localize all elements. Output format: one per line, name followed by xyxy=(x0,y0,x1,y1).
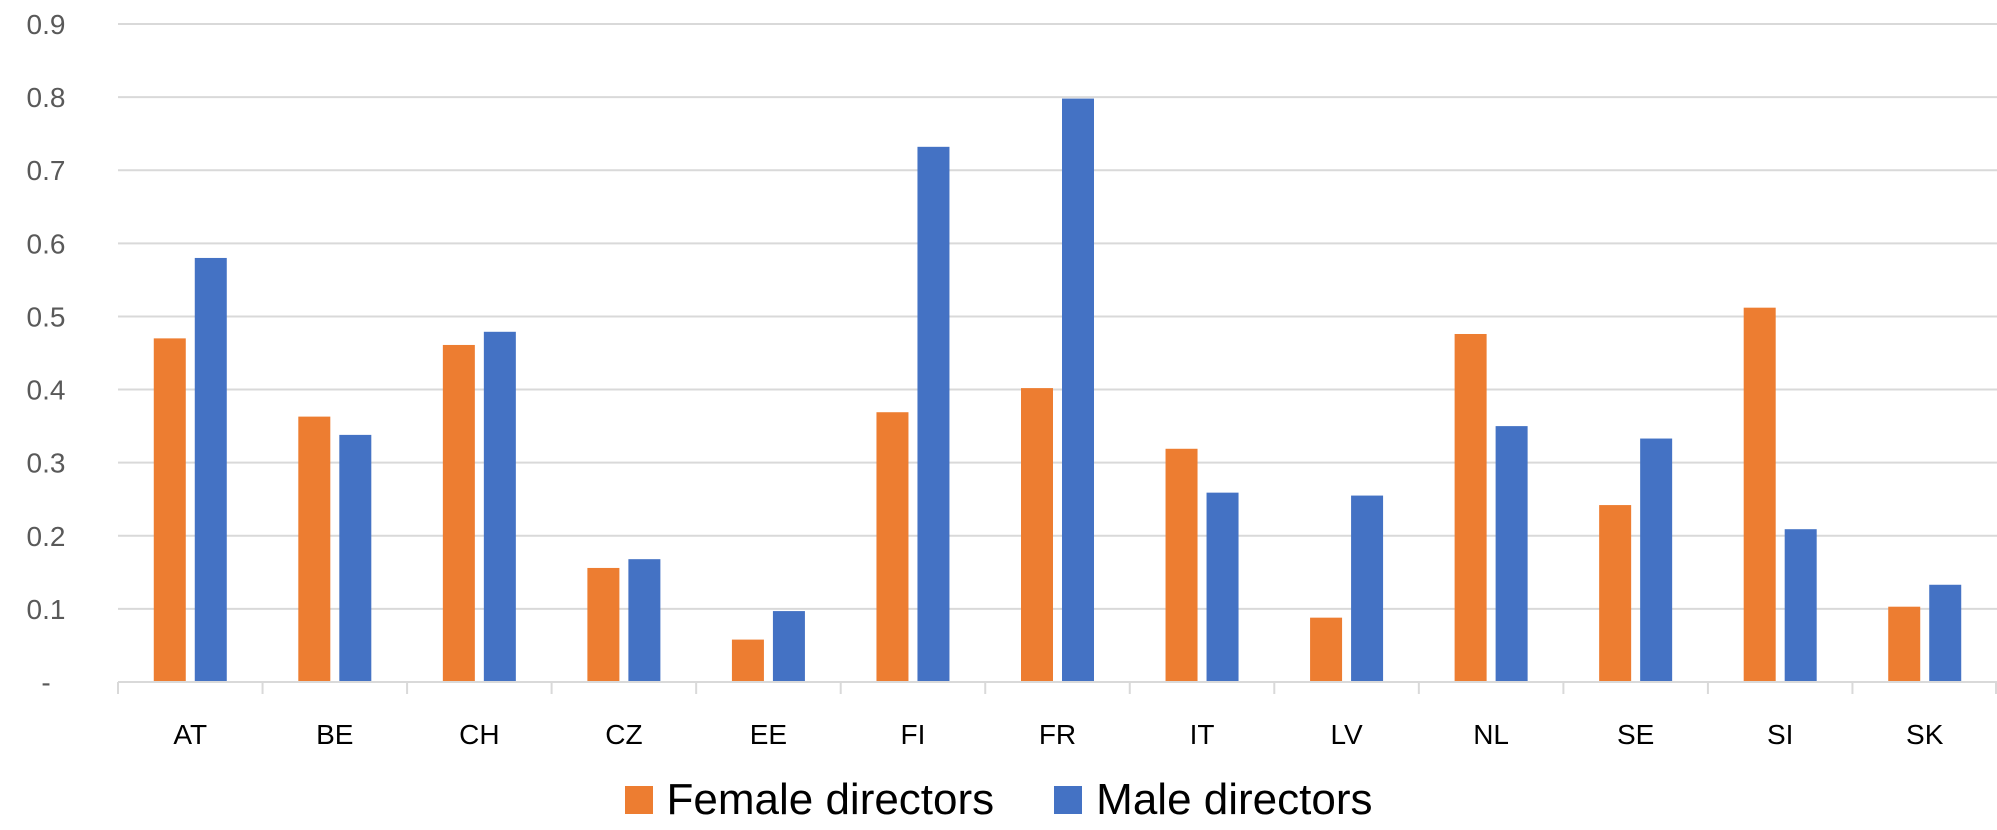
bar-female-be xyxy=(298,416,331,682)
bar-male-cz xyxy=(628,559,661,682)
bar-male-sk xyxy=(1929,584,1962,682)
bar-female-lv xyxy=(1310,617,1343,682)
x-category-label: AT xyxy=(173,719,207,750)
y-tick-label: 0.3 xyxy=(27,448,66,479)
x-category-label: CZ xyxy=(605,719,642,750)
bar-male-si xyxy=(1784,529,1817,682)
bar-female-sk xyxy=(1888,606,1921,682)
bar-male-at xyxy=(194,257,227,682)
bar-female-cz xyxy=(587,567,620,682)
bar-female-ee xyxy=(731,639,764,682)
legend-item-female: Female directors xyxy=(624,775,995,825)
bar-female-fr xyxy=(1021,388,1053,682)
bar-male-ee xyxy=(772,611,805,682)
bar-female-fi xyxy=(876,412,909,682)
bar-female-si xyxy=(1743,307,1776,682)
bar-female-ch xyxy=(442,344,475,682)
bar-male-lv xyxy=(1351,495,1384,682)
x-category-label: IT xyxy=(1190,719,1215,750)
bar-female-at xyxy=(153,338,186,682)
y-axis-tick-labels: - 0.1 0.2 0.3 0.4 0.5 0.6 0.7 0.8 0.9 xyxy=(27,9,66,698)
bar-male-be xyxy=(339,434,372,682)
y-tick-label: 0.7 xyxy=(27,155,66,186)
bar-male-fr xyxy=(1062,98,1094,682)
y-tick-label: 0.6 xyxy=(27,228,66,259)
legend-item-male: Male directors xyxy=(1054,775,1372,825)
x-category-label: SE xyxy=(1617,719,1654,750)
x-category-label: LV xyxy=(1330,719,1362,750)
y-tick-label: - xyxy=(41,667,50,698)
y-tick-label: 0.4 xyxy=(27,375,66,406)
x-axis xyxy=(117,681,1997,694)
legend-swatch-female xyxy=(624,786,653,814)
bar-female-se xyxy=(1599,505,1632,682)
bar-female-it xyxy=(1165,448,1198,682)
y-tick-label: 0.2 xyxy=(27,521,66,552)
x-category-label: NL xyxy=(1473,719,1509,750)
gridlines xyxy=(118,23,1997,610)
bar-male-fi xyxy=(917,146,950,682)
x-category-label: FI xyxy=(901,719,926,750)
x-category-label: FR xyxy=(1039,719,1076,750)
x-category-label: EE xyxy=(750,719,787,750)
x-category-label: BE xyxy=(316,719,353,750)
x-category-label: SI xyxy=(1767,719,1793,750)
x-category-label: SK xyxy=(1906,719,1944,750)
bar-female-nl xyxy=(1454,333,1487,682)
x-axis-category-labels: AT BE CH CZ EE FI FR IT LV NL SE SI SK xyxy=(173,719,1943,750)
y-tick-label: 0.9 xyxy=(27,9,66,40)
legend-label-female: Female directors xyxy=(666,775,995,824)
bar-male-ch xyxy=(483,331,516,682)
bars xyxy=(153,98,1962,682)
y-tick-label: 0.1 xyxy=(27,594,66,625)
legend-label-male: Male directors xyxy=(1096,775,1373,824)
bar-male-nl xyxy=(1495,426,1528,682)
bar-male-se xyxy=(1640,438,1673,682)
y-tick-label: 0.8 xyxy=(27,82,66,113)
x-category-label: CH xyxy=(459,719,499,750)
legend: Female directors Male directors xyxy=(0,770,1997,830)
y-tick-label: 0.5 xyxy=(27,301,66,332)
bar-male-it xyxy=(1206,492,1239,682)
legend-swatch-male xyxy=(1054,786,1083,814)
